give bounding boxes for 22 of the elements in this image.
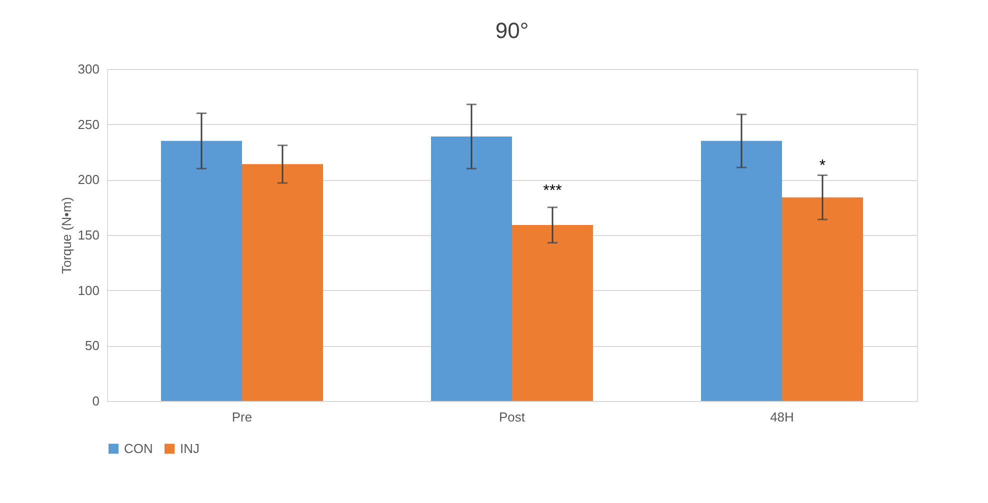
- bar: [512, 225, 593, 401]
- y-tick-label: 300: [78, 62, 100, 76]
- y-tick-label: 150: [78, 228, 100, 242]
- x-tick-label: Pre: [232, 410, 252, 424]
- y-tick-label: 50: [85, 338, 100, 354]
- bar: [782, 197, 863, 401]
- chart-title: 90°: [495, 18, 529, 43]
- bar: [431, 136, 512, 401]
- legend-label: INJ: [180, 440, 200, 456]
- bar: [161, 140, 242, 401]
- bar: [242, 164, 323, 401]
- y-tick-label: 100: [78, 282, 100, 298]
- annotation: *: [819, 157, 826, 174]
- x-tick-label: Post: [498, 410, 526, 424]
- y-axis-title: Torque (N•m): [58, 197, 74, 274]
- y-tick-label: 0: [92, 394, 100, 408]
- annotation: ***: [543, 182, 562, 200]
- x-tick-label: 48H: [770, 410, 794, 424]
- y-tick-label: 200: [78, 172, 100, 188]
- bar: [701, 140, 782, 401]
- legend-label: CON: [124, 440, 153, 456]
- y-tick-label: 250: [78, 116, 100, 132]
